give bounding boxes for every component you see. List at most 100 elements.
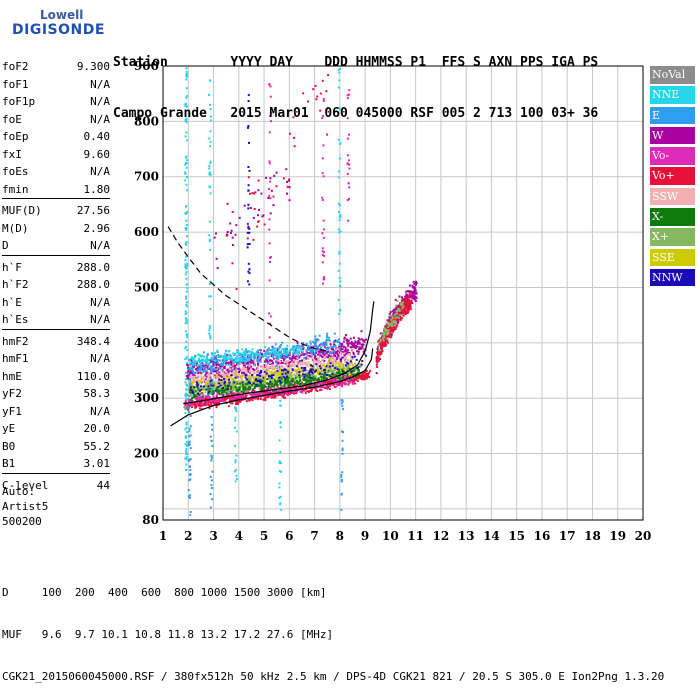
echo-point	[301, 363, 303, 365]
echo-point	[268, 366, 270, 368]
echo-point	[289, 353, 291, 355]
echo-point	[301, 367, 303, 369]
echo-point	[220, 373, 222, 375]
echo-point	[254, 386, 256, 388]
echo-point	[217, 359, 219, 361]
echo-point	[292, 380, 294, 382]
echo-point	[250, 368, 252, 370]
echo-point	[319, 353, 321, 355]
echo-point	[247, 243, 249, 245]
echo-point	[185, 296, 187, 298]
echo-point	[230, 355, 232, 357]
echo-point	[339, 353, 341, 355]
echo-point	[318, 357, 320, 359]
echo-point	[228, 373, 230, 375]
echo-point	[353, 337, 355, 339]
echo-point	[185, 298, 187, 300]
echo-point	[247, 237, 249, 239]
echo-point	[283, 348, 285, 350]
echo-point	[259, 372, 261, 374]
echo-point	[356, 350, 358, 352]
echo-point	[304, 374, 306, 376]
echo-point	[217, 376, 219, 378]
echo-point	[332, 349, 334, 351]
echo-point	[239, 360, 241, 362]
echo-point	[199, 407, 201, 409]
echo-point	[209, 327, 211, 329]
echo-point	[337, 341, 339, 343]
echo-point	[200, 385, 202, 387]
echo-point	[207, 393, 209, 395]
echo-point	[342, 383, 344, 385]
echo-point	[205, 356, 207, 358]
echo-point	[217, 389, 219, 391]
echo-point	[304, 369, 306, 371]
echo-point	[228, 379, 230, 381]
echo-point	[274, 372, 276, 374]
echo-point	[235, 367, 237, 369]
echo-point	[195, 390, 197, 392]
echo-point	[221, 367, 223, 369]
echo-point	[245, 357, 247, 359]
echo-point	[268, 195, 270, 197]
echo-point	[305, 361, 307, 363]
echo-point	[376, 358, 378, 360]
echo-point	[343, 365, 345, 367]
echo-point	[277, 366, 279, 368]
echo-point	[210, 400, 212, 402]
echo-point	[229, 223, 231, 225]
echo-point	[240, 391, 242, 393]
echo-point	[196, 384, 198, 386]
echo-point	[323, 386, 325, 388]
echo-point	[276, 185, 278, 187]
echo-point	[191, 399, 193, 401]
echo-point	[213, 385, 215, 387]
echo-point	[186, 287, 188, 289]
echo-point	[264, 346, 266, 348]
echo-point	[321, 370, 323, 372]
echo-point	[279, 451, 281, 453]
echo-point	[332, 380, 334, 382]
echo-point	[273, 358, 275, 360]
echo-point	[383, 334, 385, 336]
echo-point	[356, 359, 358, 361]
echo-point	[235, 234, 237, 236]
echo-point	[232, 353, 234, 355]
echo-point	[348, 366, 350, 368]
echo-point	[384, 331, 386, 333]
echo-point	[229, 368, 231, 370]
echo-point	[287, 371, 289, 373]
echo-point	[333, 340, 335, 342]
echo-point	[235, 409, 237, 411]
echo-point	[331, 356, 333, 358]
echo-point	[212, 401, 214, 403]
echo-point	[257, 189, 259, 191]
echo-point	[320, 368, 322, 370]
echo-point	[258, 374, 260, 376]
echo-point	[185, 469, 187, 471]
echo-point	[391, 324, 393, 326]
echo-point	[248, 368, 250, 370]
echo-point	[186, 224, 188, 226]
echo-point	[331, 373, 333, 375]
echo-point	[235, 360, 237, 362]
echo-point	[329, 340, 331, 342]
echo-point	[185, 259, 187, 261]
echo-point	[310, 377, 312, 379]
echo-point	[244, 205, 246, 207]
echo-point	[252, 348, 254, 350]
echo-point	[209, 335, 211, 337]
echo-point	[277, 354, 279, 356]
echo-point	[193, 395, 195, 397]
echo-point	[223, 394, 225, 396]
echo-point	[279, 462, 281, 464]
echo-point	[231, 262, 233, 264]
echo-point	[201, 366, 203, 368]
echo-point	[290, 365, 292, 367]
echo-point	[362, 343, 364, 345]
echo-point	[378, 355, 380, 357]
echo-point	[285, 168, 287, 170]
echo-point	[329, 368, 331, 370]
echo-point	[269, 362, 271, 364]
echo-point	[191, 406, 193, 408]
